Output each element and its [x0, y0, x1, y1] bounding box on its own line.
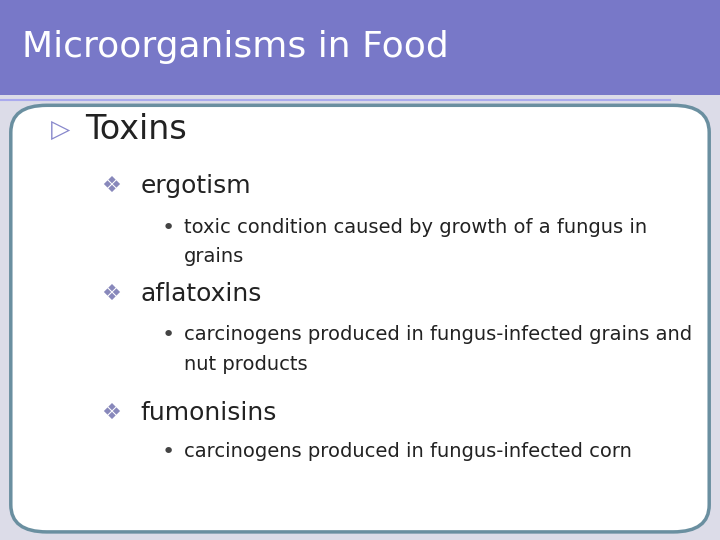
Text: aflatoxins: aflatoxins: [140, 282, 262, 306]
Text: nut products: nut products: [184, 355, 307, 374]
Text: ❖: ❖: [101, 176, 121, 197]
Text: ❖: ❖: [101, 284, 121, 305]
Text: •: •: [162, 218, 175, 238]
Text: carcinogens produced in fungus-infected grains and: carcinogens produced in fungus-infected …: [184, 325, 692, 345]
Text: ❖: ❖: [101, 403, 121, 423]
Text: •: •: [162, 442, 175, 462]
Text: carcinogens produced in fungus-infected corn: carcinogens produced in fungus-infected …: [184, 442, 631, 462]
Text: Toxins: Toxins: [85, 113, 186, 146]
Text: fumonisins: fumonisins: [140, 401, 276, 425]
FancyBboxPatch shape: [11, 105, 709, 532]
Text: ▷: ▷: [50, 118, 70, 141]
Text: toxic condition caused by growth of a fungus in: toxic condition caused by growth of a fu…: [184, 218, 647, 238]
Text: grains: grains: [184, 247, 244, 266]
Text: ergotism: ergotism: [140, 174, 251, 198]
Text: •: •: [162, 325, 175, 345]
Text: Microorganisms in Food: Microorganisms in Food: [22, 30, 449, 64]
FancyBboxPatch shape: [0, 0, 720, 94]
